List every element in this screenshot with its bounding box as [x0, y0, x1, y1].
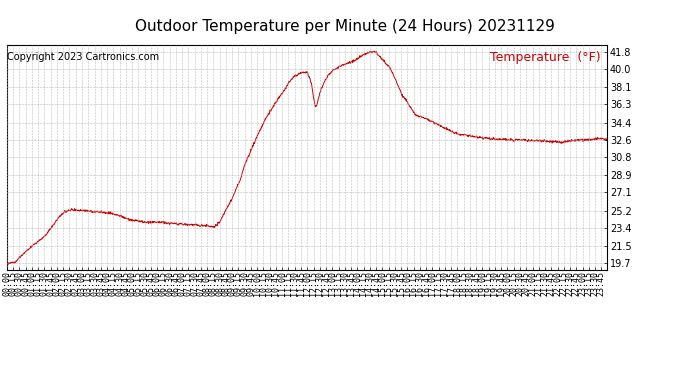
Text: Temperature  (°F): Temperature (°F) — [490, 51, 600, 64]
Text: Copyright 2023 Cartronics.com: Copyright 2023 Cartronics.com — [7, 53, 159, 63]
Text: Outdoor Temperature per Minute (24 Hours) 20231129: Outdoor Temperature per Minute (24 Hours… — [135, 19, 555, 34]
